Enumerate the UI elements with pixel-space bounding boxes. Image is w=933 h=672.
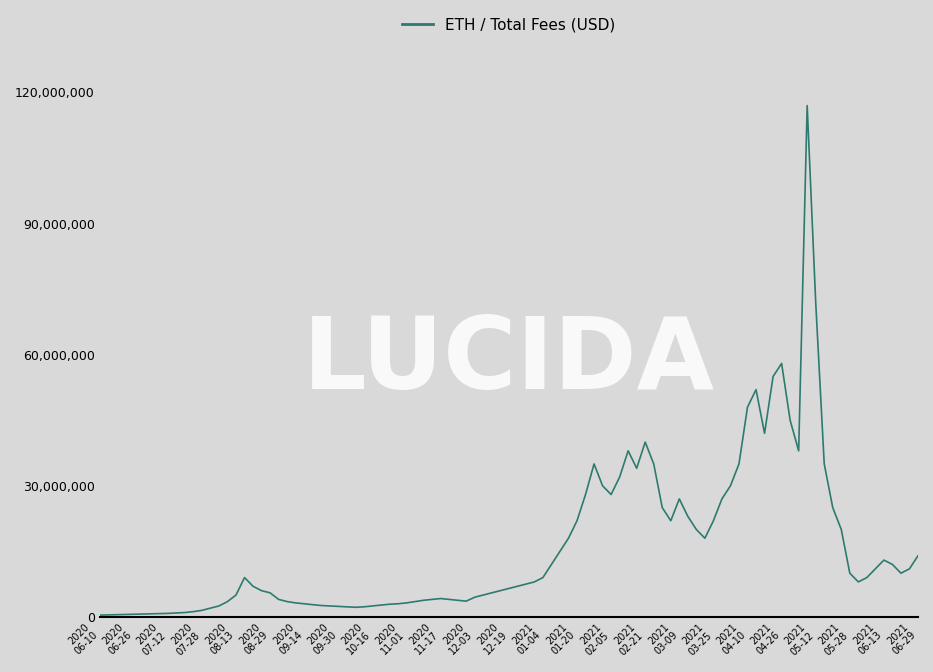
Text: LUCIDA: LUCIDA (303, 312, 715, 410)
Legend: ETH / Total Fees (USD): ETH / Total Fees (USD) (397, 11, 621, 38)
